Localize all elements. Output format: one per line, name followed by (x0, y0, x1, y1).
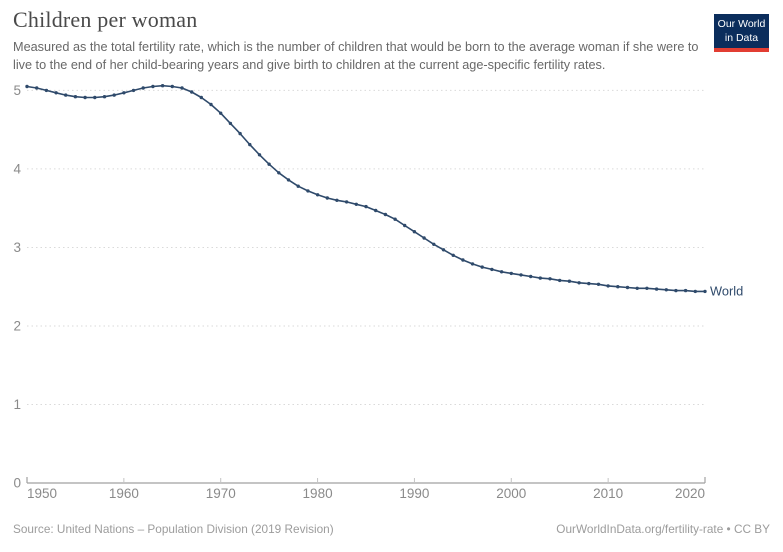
data-point-marker[interactable] (422, 236, 426, 240)
data-point-marker[interactable] (616, 285, 620, 289)
data-point-marker[interactable] (267, 162, 271, 166)
y-axis-tick-label: 4 (13, 161, 21, 176)
data-point-marker[interactable] (625, 285, 630, 290)
x-axis-tick-label: 2020 (675, 486, 705, 501)
data-point-marker[interactable] (664, 288, 668, 292)
data-point-marker[interactable] (286, 178, 291, 182)
data-point-marker[interactable] (35, 86, 39, 90)
data-point-marker[interactable] (490, 267, 494, 272)
data-point-marker[interactable] (548, 277, 552, 281)
y-axis-tick-label: 0 (13, 476, 21, 491)
data-point-marker[interactable] (209, 102, 213, 107)
x-axis-tick-label: 2000 (496, 486, 526, 501)
data-point-marker[interactable] (199, 95, 203, 100)
data-point-marker[interactable] (393, 217, 397, 221)
data-point-marker[interactable] (131, 88, 136, 93)
x-axis-tick-label: 1970 (206, 486, 236, 501)
data-point-marker[interactable] (296, 184, 300, 188)
series-line-world[interactable] (26, 84, 705, 293)
data-point-marker[interactable] (364, 204, 368, 209)
data-point-marker[interactable] (703, 289, 707, 294)
source-note: Source: United Nations – Population Divi… (13, 522, 334, 536)
chart-title: Children per woman (13, 7, 198, 32)
data-point-marker[interactable] (529, 274, 533, 279)
data-point-marker[interactable] (112, 93, 116, 97)
data-point-marker[interactable] (461, 258, 465, 262)
data-point-marker[interactable] (470, 262, 475, 266)
data-point-marker[interactable] (354, 202, 358, 206)
data-point-marker[interactable] (73, 95, 78, 99)
x-axis-tick-label: 1980 (303, 486, 333, 501)
x-axis-tick-label: 1990 (399, 486, 429, 501)
data-point-marker[interactable] (122, 91, 126, 95)
data-point-marker[interactable] (190, 90, 194, 94)
data-point-marker[interactable] (654, 287, 659, 291)
data-point-marker[interactable] (374, 208, 378, 213)
data-point-marker[interactable] (383, 212, 388, 217)
data-point-marker[interactable] (44, 88, 49, 93)
data-point-marker[interactable] (538, 276, 542, 280)
data-point-marker[interactable] (519, 273, 523, 277)
owid-logo[interactable]: Our World in Data (714, 14, 769, 53)
data-point-marker[interactable] (635, 286, 639, 290)
data-point-marker[interactable] (606, 284, 610, 288)
data-point-marker[interactable] (54, 91, 58, 95)
data-point-marker[interactable] (257, 153, 262, 157)
data-point-marker[interactable] (325, 196, 329, 200)
data-point-marker[interactable] (403, 223, 407, 228)
data-point-marker[interactable] (645, 286, 649, 290)
y-axis-tick-label: 1 (13, 397, 21, 412)
data-point-marker[interactable] (596, 282, 601, 286)
data-point-marker[interactable] (306, 189, 310, 193)
data-point-marker[interactable] (441, 248, 446, 252)
data-point-marker[interactable] (451, 253, 455, 257)
data-point-marker[interactable] (480, 265, 484, 269)
owid-logo-text: Our World in Data (714, 14, 769, 49)
data-point-marker[interactable] (577, 281, 581, 285)
data-point-marker[interactable] (693, 289, 697, 294)
data-point-marker[interactable] (683, 288, 688, 293)
data-point-marker[interactable] (102, 95, 107, 99)
data-point-marker[interactable] (25, 84, 29, 89)
data-point-marker[interactable] (499, 270, 504, 274)
data-point-marker[interactable] (93, 95, 97, 100)
data-point-marker[interactable] (83, 95, 87, 100)
y-axis-tick-label: 3 (13, 240, 21, 255)
data-point-marker[interactable] (160, 84, 165, 88)
series-end-label-world: World (710, 283, 743, 298)
data-point-marker[interactable] (412, 230, 417, 234)
data-point-marker[interactable] (567, 279, 572, 283)
data-point-marker[interactable] (587, 281, 591, 286)
data-point-marker[interactable] (141, 86, 145, 90)
x-axis-tick-label: 2010 (593, 486, 623, 501)
data-point-marker[interactable] (558, 278, 562, 283)
x-axis-tick-label: 1960 (109, 486, 139, 501)
y-axis-tick-label: 2 (13, 318, 21, 333)
y-axis-tick-label: 5 (13, 83, 21, 98)
data-point-marker[interactable] (248, 142, 252, 147)
data-point-marker[interactable] (63, 93, 68, 97)
data-point-marker[interactable] (344, 200, 349, 204)
data-point-marker[interactable] (151, 84, 155, 89)
attribution-link[interactable]: OurWorldInData.org/fertility-rate • CC B… (556, 522, 770, 536)
data-point-marker[interactable] (170, 84, 174, 89)
data-point-marker[interactable] (238, 131, 242, 136)
x-axis-tick-label: 1950 (27, 486, 57, 501)
data-point-marker[interactable] (432, 242, 436, 246)
data-point-marker[interactable] (219, 111, 223, 115)
data-point-marker[interactable] (674, 288, 678, 293)
data-point-marker[interactable] (315, 193, 320, 197)
data-point-marker[interactable] (180, 86, 184, 90)
owid-logo-red-bar (714, 48, 769, 53)
chart-subtitle: Measured as the total fertility rate, wh… (13, 40, 699, 73)
data-point-marker[interactable] (335, 198, 339, 202)
data-point-marker[interactable] (509, 271, 513, 276)
data-point-marker[interactable] (228, 121, 233, 126)
data-point-marker[interactable] (277, 171, 281, 175)
